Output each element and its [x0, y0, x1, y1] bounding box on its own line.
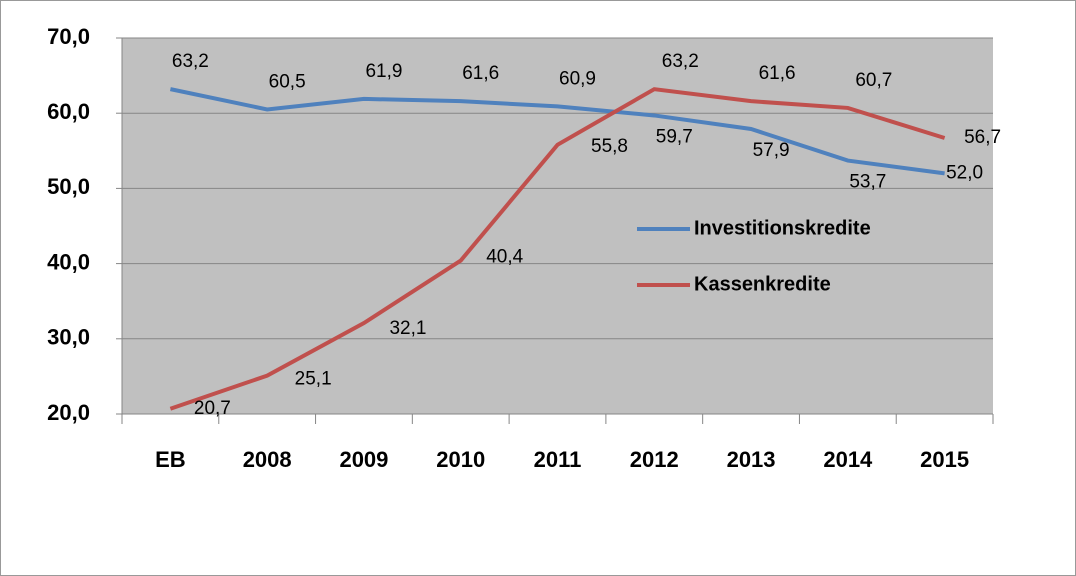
y-tick-label: 20,0: [47, 400, 90, 425]
data-label: 25,1: [295, 369, 332, 390]
y-tick-label: 70,0: [47, 24, 90, 49]
data-label: 56,7: [964, 127, 1001, 148]
data-label: 61,6: [462, 63, 499, 84]
plot-area: [122, 38, 993, 414]
data-label: 61,6: [759, 63, 796, 84]
data-label: 61,9: [365, 61, 402, 82]
data-label: 57,9: [753, 140, 790, 161]
legend-label: Kassenkredite: [694, 273, 831, 295]
data-label: 52,0: [946, 162, 983, 183]
x-tick-label: 2014: [823, 447, 873, 472]
y-tick-label: 30,0: [47, 325, 90, 350]
data-label: 55,8: [591, 136, 628, 157]
data-label: 20,7: [194, 398, 231, 419]
y-tick-label: 60,0: [47, 99, 90, 124]
x-tick-label: 2013: [727, 447, 776, 472]
data-label: 63,2: [662, 51, 699, 72]
data-label: 60,9: [559, 68, 596, 89]
x-tick-label: EB: [155, 447, 186, 472]
x-tick-label: 2015: [920, 447, 969, 472]
y-tick-label: 40,0: [47, 249, 90, 274]
x-tick-label: 2010: [436, 447, 485, 472]
legend-label: Investitionskredite: [694, 217, 871, 239]
data-label: 59,7: [656, 126, 693, 147]
data-label: 32,1: [389, 318, 426, 339]
x-tick-label: 2008: [243, 447, 292, 472]
data-label: 60,5: [269, 71, 306, 92]
data-label: 63,2: [172, 51, 209, 72]
series-line: [169, 87, 946, 411]
y-tick-label: 50,0: [47, 174, 90, 199]
data-label: 60,7: [855, 70, 892, 91]
series-line: [169, 87, 945, 176]
data-label: 53,7: [849, 172, 886, 193]
x-tick-label: 2012: [630, 447, 679, 472]
data-label: 40,4: [486, 247, 523, 268]
x-tick-label: 2011: [534, 447, 582, 472]
x-tick-label: 2009: [339, 447, 388, 472]
